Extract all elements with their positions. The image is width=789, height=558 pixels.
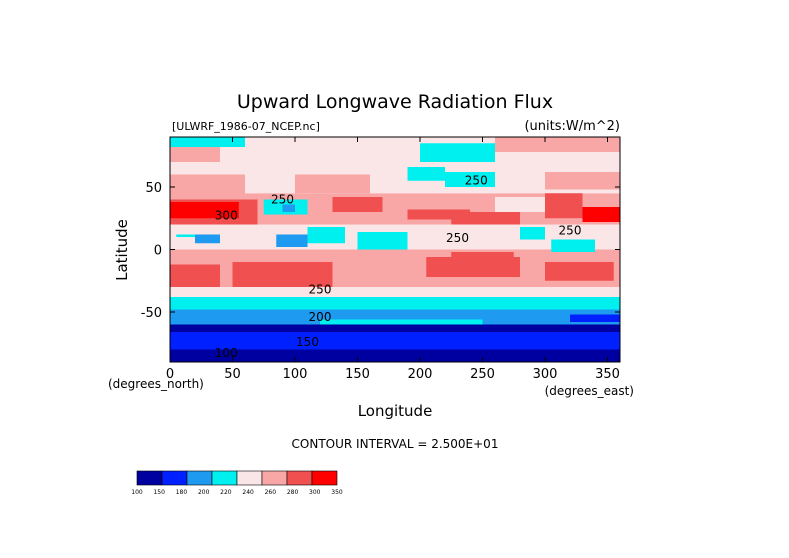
contour-label: 250 xyxy=(271,192,294,206)
flux-region xyxy=(357,232,408,250)
file-label: [ULWRF_1986-07_NCEP.nc] xyxy=(172,120,320,133)
flux-region xyxy=(545,193,583,219)
units-label: (units:W/m^2) xyxy=(524,119,620,134)
contour-label-layer: 250 250 250 250 300 250 200 150 100 xyxy=(215,174,582,361)
colorbar-swatch xyxy=(211,470,238,486)
flux-region xyxy=(170,202,239,219)
flux-region xyxy=(332,259,395,285)
colorbar-tick-label: 200 xyxy=(198,489,210,496)
colorbar-tick-label: 100 xyxy=(131,489,143,496)
x-tick-label: 250 xyxy=(470,367,495,382)
flux-region xyxy=(332,197,383,212)
y-tick-label: 0 xyxy=(154,244,162,259)
colorbar-swatch xyxy=(236,470,263,486)
contour-label: 250 xyxy=(309,282,332,296)
y-unit-note: (degrees_north) xyxy=(108,377,204,391)
x-axis-label: Longitude xyxy=(358,402,433,420)
x-tick-label: 350 xyxy=(595,367,620,382)
y-tick-label: -50 xyxy=(141,306,162,321)
flux-region xyxy=(407,209,470,220)
contour-interval: CONTOUR INTERVAL = 2.500E+01 xyxy=(292,437,499,451)
flux-region xyxy=(170,174,245,197)
contour-label: 100 xyxy=(215,346,238,360)
flux-region xyxy=(170,332,620,350)
flux-region xyxy=(551,239,595,252)
colorbar-tick-label: 220 xyxy=(220,489,232,496)
colorbar-tick-label: 280 xyxy=(287,489,299,496)
flux-region xyxy=(451,252,514,265)
x-tick-label: 100 xyxy=(283,367,308,382)
contour-label: 250 xyxy=(446,231,469,245)
flux-region xyxy=(195,234,220,244)
colorbar-swatch xyxy=(286,470,313,486)
colorbar-tick-label: 180 xyxy=(176,489,188,496)
colorbar-tick-label: 240 xyxy=(242,489,254,496)
colorbar-swatch xyxy=(261,470,288,486)
flux-region xyxy=(495,137,620,152)
colorbar-swatch xyxy=(161,470,188,486)
colorbar-tick-label: 150 xyxy=(153,489,165,496)
flux-region xyxy=(232,262,333,287)
flux-region xyxy=(170,137,245,147)
colorbar-tick-label: 260 xyxy=(265,489,277,496)
y-axis-label: Latitude xyxy=(113,219,131,281)
colorbar-tick-label: 300 xyxy=(309,489,321,496)
x-unit-note: (degrees_east) xyxy=(545,384,634,398)
x-tick-label: 200 xyxy=(408,367,433,382)
flux-region xyxy=(282,204,295,212)
colorbar-swatch xyxy=(186,470,213,486)
contour-label: 300 xyxy=(215,209,238,223)
chart-title: Upward Longwave Radiation Flux xyxy=(237,91,553,113)
contour-label: 250 xyxy=(559,224,582,238)
flux-region xyxy=(320,142,408,157)
flux-region xyxy=(420,143,495,162)
flux-region xyxy=(276,234,308,247)
x-tick-label: 50 xyxy=(224,367,241,382)
flux-region xyxy=(170,264,220,287)
y-tick-label: 50 xyxy=(145,181,162,196)
y-axis: 50 0 -50 xyxy=(141,181,620,321)
flux-region xyxy=(170,309,620,325)
x-tick-label: 300 xyxy=(533,367,558,382)
flux-region xyxy=(495,197,545,212)
flux-region xyxy=(520,227,545,240)
flux-region xyxy=(407,167,445,181)
x-axis: 0 50 100 150 200 250 300 350 xyxy=(166,137,620,382)
flux-region xyxy=(307,227,345,244)
flux-region xyxy=(170,147,220,162)
contour-label: 150 xyxy=(296,335,319,349)
flux-region xyxy=(170,287,620,297)
colorbar-swatch xyxy=(311,470,338,486)
flux-region xyxy=(570,314,620,322)
flux-region xyxy=(170,297,620,310)
x-tick-label: 0 xyxy=(166,367,174,382)
flux-region xyxy=(445,172,495,187)
contour-label: 200 xyxy=(309,310,332,324)
flux-region xyxy=(320,319,483,325)
flux-region xyxy=(545,262,614,281)
flux-region xyxy=(295,174,370,194)
colorbar-tick-label: 350 xyxy=(331,489,343,496)
plot-area xyxy=(170,137,620,362)
flux-region xyxy=(170,237,283,250)
x-tick-label: 150 xyxy=(345,367,370,382)
colorbar: 100 150 180 200 220 240 260 280 300 350 xyxy=(131,470,343,496)
flux-region xyxy=(207,349,320,360)
contour-label: 250 xyxy=(465,174,488,188)
colorbar-swatch xyxy=(136,470,163,486)
flux-region xyxy=(545,172,620,190)
flux-region xyxy=(582,207,620,222)
